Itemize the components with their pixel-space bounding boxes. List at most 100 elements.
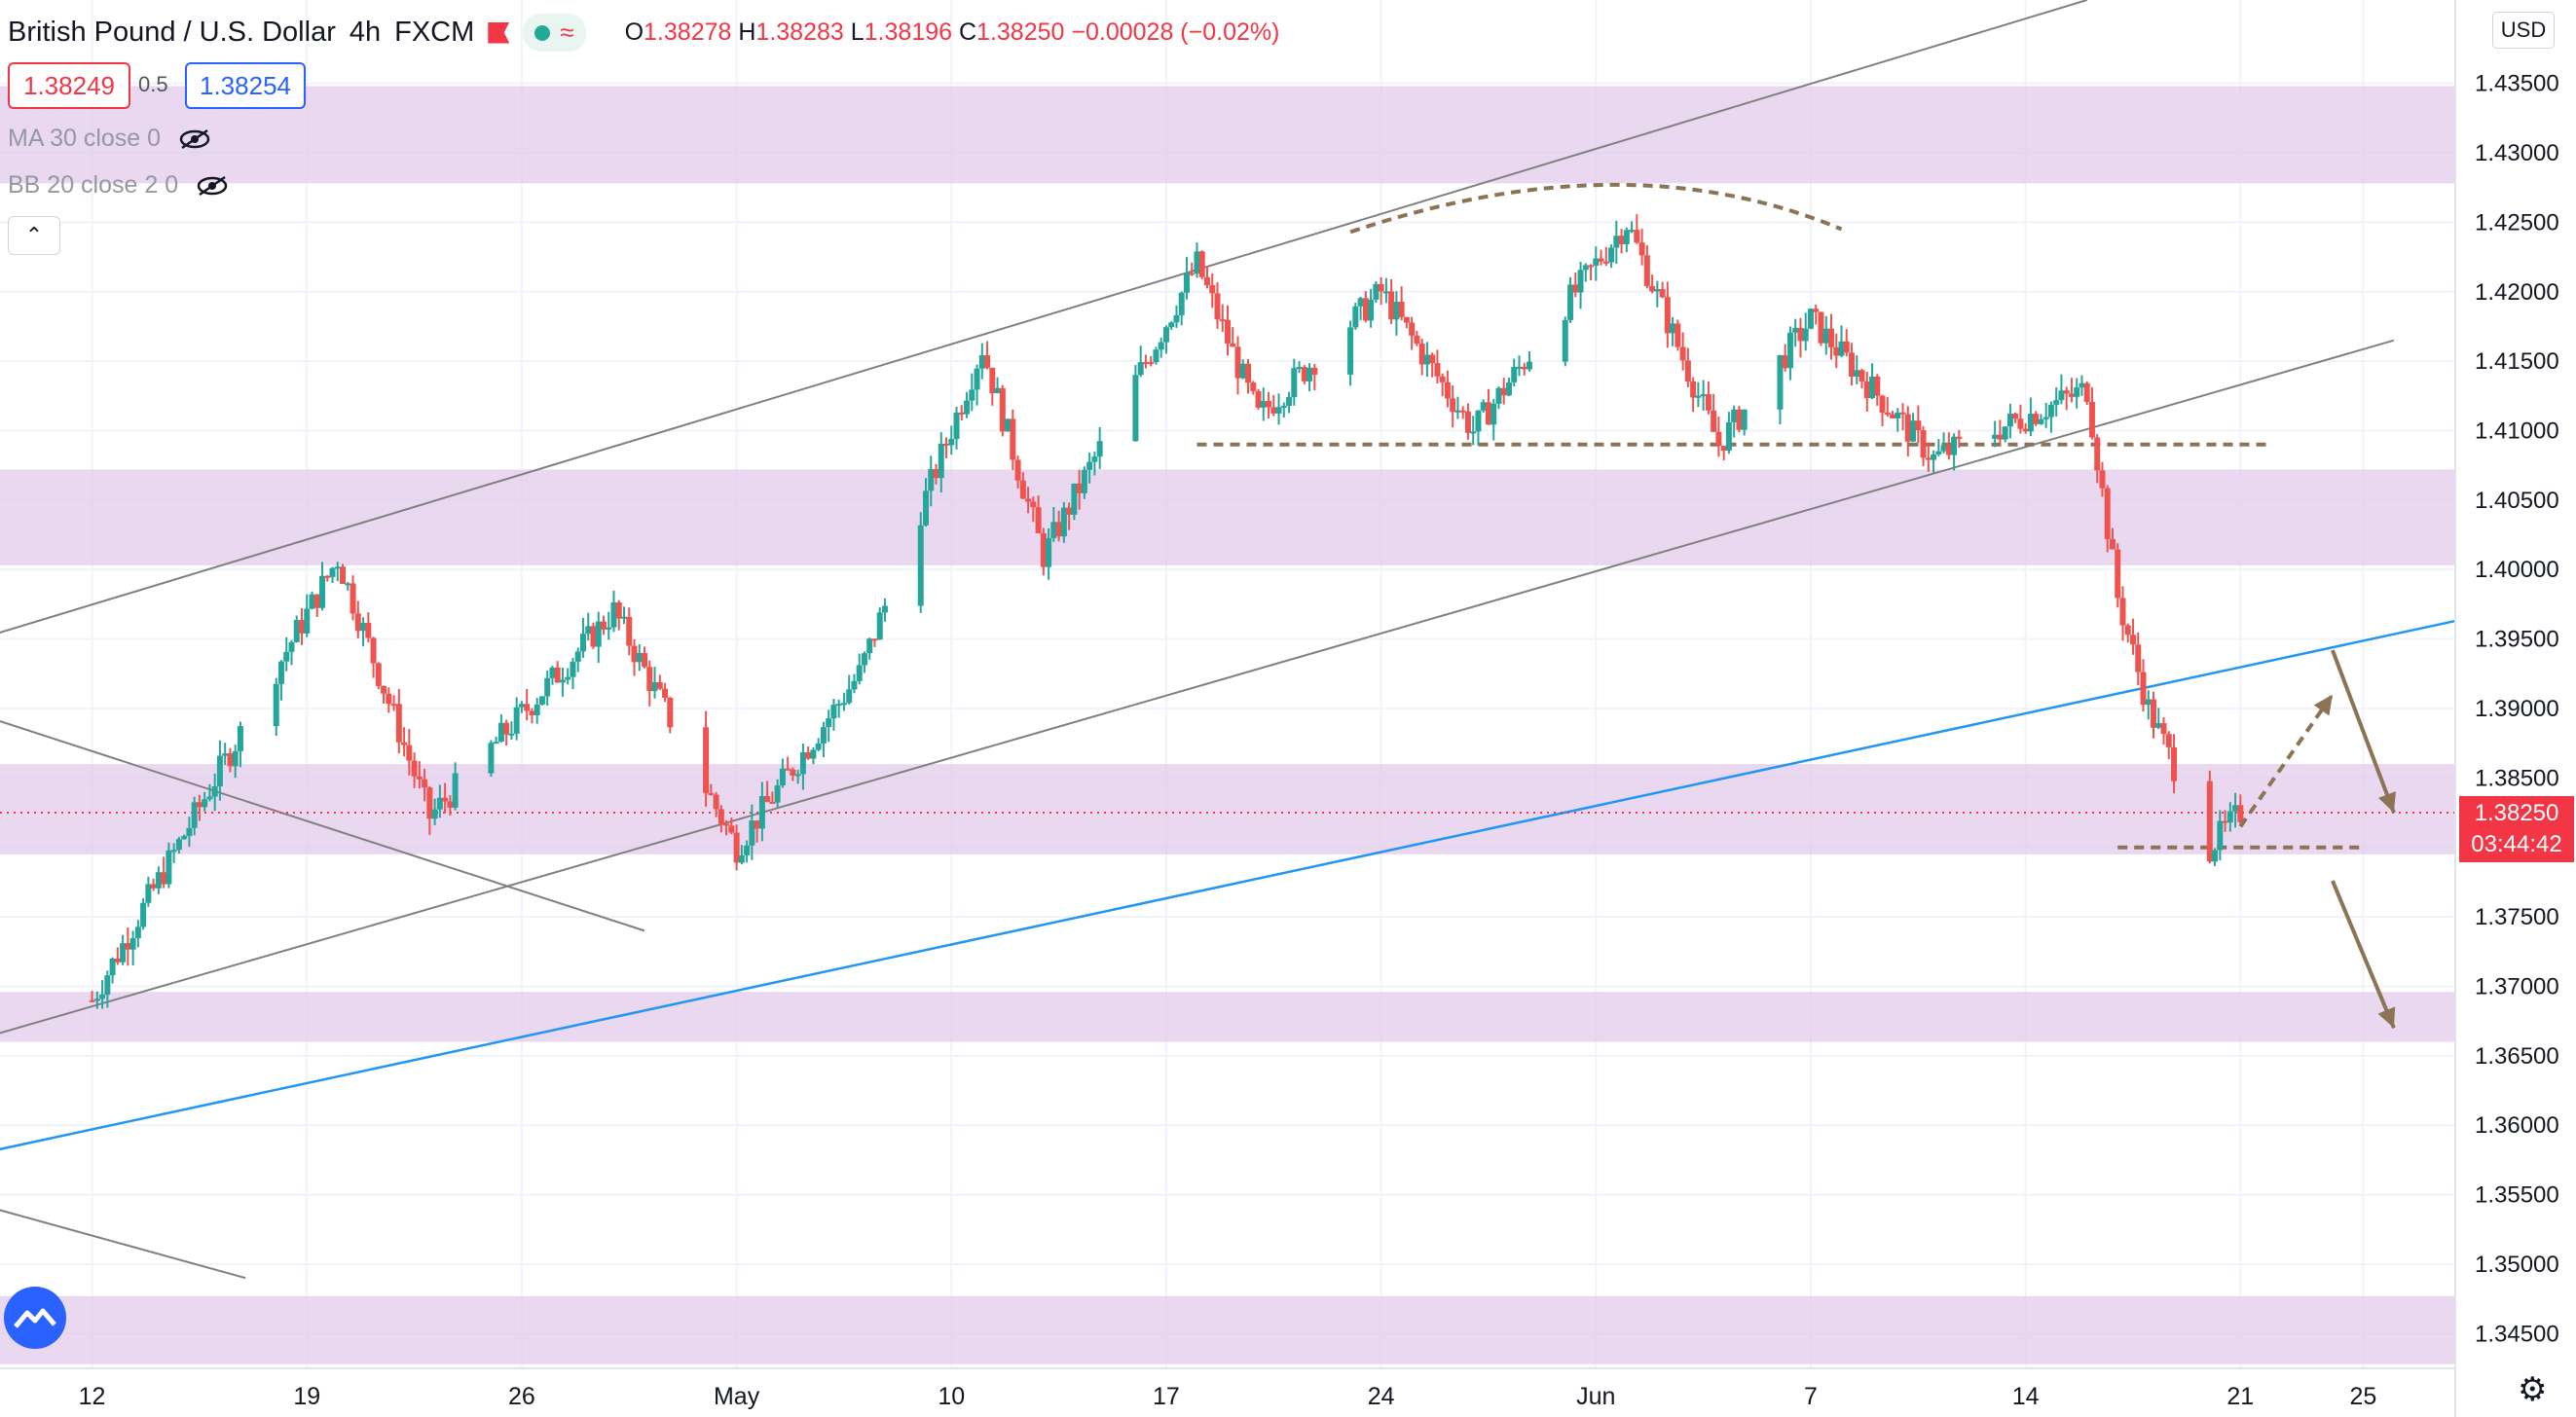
candle-body xyxy=(186,827,193,837)
candle-body xyxy=(1010,418,1016,460)
candle-body xyxy=(600,621,607,630)
candle-body xyxy=(534,704,540,715)
candle-body xyxy=(227,753,234,767)
y-tick-label: 1.41500 xyxy=(2475,348,2559,375)
candle-body xyxy=(170,850,177,853)
candle-body xyxy=(1055,522,1062,537)
candle-body xyxy=(1638,242,1645,256)
flag-icon[interactable] xyxy=(488,21,510,44)
descending-trend-line xyxy=(0,1209,246,1280)
eye-hidden-icon[interactable] xyxy=(178,128,211,150)
candle-body xyxy=(191,802,198,828)
buy-price-button[interactable]: 1.38254 xyxy=(185,62,306,109)
y-tick-label: 1.34500 xyxy=(2475,1321,2559,1347)
candle-body xyxy=(2212,850,2219,862)
y-tick-label: 1.42000 xyxy=(2475,279,2559,306)
currency-selector[interactable]: USD xyxy=(2492,12,2555,49)
candle-body xyxy=(350,583,356,614)
candle-body xyxy=(2022,428,2029,432)
interval[interactable]: 4h xyxy=(349,17,382,48)
candle-body xyxy=(1357,298,1364,307)
candle-body xyxy=(155,872,162,889)
candle-body xyxy=(1598,258,1604,262)
candle-body xyxy=(288,641,295,652)
x-tick-label: 17 xyxy=(1153,1383,1180,1410)
candle-body xyxy=(1096,441,1103,457)
candle-body xyxy=(754,820,760,829)
candle-body xyxy=(2222,820,2228,823)
candle-body xyxy=(283,651,290,662)
candle-body xyxy=(1935,451,1942,454)
candle-body xyxy=(708,792,715,795)
tradingview-logo-icon[interactable] xyxy=(4,1287,66,1349)
indicator-bb[interactable]: BB 20 close 2 0 xyxy=(8,171,229,200)
candle-body xyxy=(1189,272,1196,275)
indicator-ma[interactable]: MA 30 close 0 xyxy=(8,125,211,153)
x-tick-label: 10 xyxy=(938,1383,965,1410)
candle-body xyxy=(851,680,858,690)
candle-body xyxy=(2038,418,2044,424)
spread-value: 0.5 xyxy=(138,72,168,96)
candle-body xyxy=(1225,319,1231,344)
candle-body xyxy=(703,727,710,793)
candle-body xyxy=(662,688,669,698)
candlesticks[interactable] xyxy=(89,214,2244,1009)
candle-body xyxy=(565,676,571,680)
candle-body xyxy=(626,616,633,646)
candle-body xyxy=(2171,746,2178,781)
candle-body xyxy=(820,727,827,744)
candle-body xyxy=(590,626,597,647)
symbol-name[interactable]: British Pound / U.S. Dollar xyxy=(8,17,336,48)
candle-body xyxy=(636,652,643,663)
y-tick-label: 1.42500 xyxy=(2475,209,2559,236)
candle-body xyxy=(1275,407,1282,414)
candle-body xyxy=(2155,723,2162,728)
candle-body xyxy=(1618,236,1625,244)
candle-body xyxy=(1230,343,1236,347)
candle-body xyxy=(642,652,648,668)
x-tick-label: 19 xyxy=(293,1383,320,1410)
candle-body xyxy=(1997,434,2004,440)
candle-body xyxy=(1567,284,1574,320)
candle-body xyxy=(2145,699,2152,706)
last-price-label: 1.38250 03:44:42 xyxy=(2459,796,2574,862)
gear-icon[interactable]: ⚙ xyxy=(2518,1371,2548,1408)
candle-body xyxy=(1347,327,1354,375)
candle-body xyxy=(1178,292,1185,315)
high-value: 1.38283 xyxy=(755,18,844,46)
candle-body xyxy=(1659,289,1666,298)
x-tick-label: 14 xyxy=(2012,1383,2040,1410)
down-arrow-target xyxy=(2331,880,2396,1030)
candle-body xyxy=(554,667,561,683)
candle-body xyxy=(2217,820,2224,851)
candle-body xyxy=(1368,299,1375,321)
candle-body xyxy=(89,999,95,1002)
candle-body xyxy=(2017,418,2024,429)
candle-body xyxy=(2074,387,2080,397)
candle-body xyxy=(1429,354,1436,364)
candle-body xyxy=(559,679,566,683)
candle-body xyxy=(1700,394,1707,397)
candle-body xyxy=(799,752,806,775)
sell-price-button[interactable]: 1.38249 xyxy=(8,62,130,109)
candle-body xyxy=(1940,445,1947,452)
chart-legend: British Pound / U.S. Dollar 4h FXCM ≈ O1… xyxy=(8,14,1279,52)
candle-body xyxy=(196,802,202,808)
collapse-legend-button[interactable]: ⌃ xyxy=(8,216,60,255)
market-open-icon xyxy=(534,24,551,41)
candle-body xyxy=(958,412,965,415)
eye-hidden-icon[interactable] xyxy=(196,175,229,197)
price-zone xyxy=(0,469,2455,565)
candle-body xyxy=(1786,332,1793,369)
candle-body xyxy=(1245,363,1252,383)
candle-body xyxy=(222,753,229,756)
y-tick-label: 1.37500 xyxy=(2475,904,2559,930)
candle-body xyxy=(1674,323,1681,347)
candle-body xyxy=(375,663,382,686)
market-status[interactable]: ≈ xyxy=(523,14,586,52)
candle-body xyxy=(109,958,116,976)
candle-body xyxy=(1378,283,1384,292)
candle-body xyxy=(815,743,822,750)
